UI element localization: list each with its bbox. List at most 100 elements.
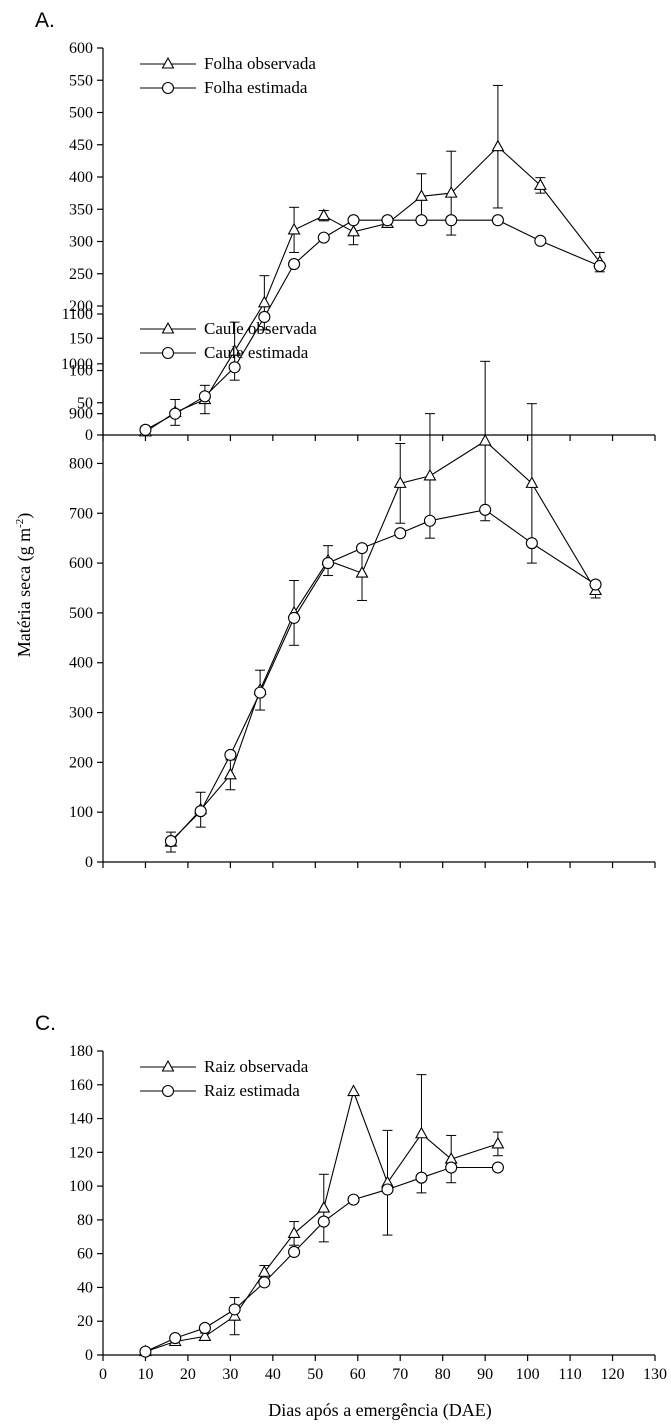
panel-1: A. 0 50 100 150 200 250 300 350 400 450 500 550 600 Fo… — [35, 9, 656, 444]
data-point — [423, 514, 437, 527]
data-point — [288, 258, 301, 271]
legend-label: Raiz observada — [204, 1057, 309, 1076]
data-point — [381, 1183, 394, 1196]
data-point — [415, 189, 428, 201]
y-tick-label: 20 — [77, 1313, 93, 1330]
y-tick-label: 140 — [69, 1111, 93, 1128]
y-tick-label: 1000 — [61, 356, 93, 373]
data-point — [525, 537, 538, 550]
y-tick-label: 800 — [69, 455, 93, 472]
data-point — [478, 433, 492, 446]
data-point — [257, 1265, 271, 1277]
x-axis-title: Dias após a emergência (DAE) — [268, 1400, 492, 1421]
data-point — [444, 185, 458, 198]
data-point — [491, 1136, 505, 1149]
data-point — [423, 468, 437, 481]
data-point — [198, 1321, 211, 1335]
data-point — [445, 214, 458, 227]
data-point — [347, 224, 360, 237]
data-point — [164, 835, 177, 848]
y-tick-label: 350 — [69, 201, 93, 218]
panel-label: C. — [35, 1012, 56, 1035]
y-tick-label: 700 — [69, 505, 93, 522]
y-tick-label: 160 — [69, 1077, 93, 1094]
data-point — [223, 767, 237, 780]
series-line — [145, 145, 601, 433]
legend-label: Folha observada — [204, 54, 316, 73]
series-line — [145, 219, 601, 431]
legend-label: Raiz estimada — [204, 1081, 300, 1100]
data-point — [394, 527, 407, 540]
data-point — [317, 208, 331, 221]
data-point — [258, 310, 271, 324]
panel-label: A. — [35, 9, 55, 32]
data-point — [415, 1171, 428, 1184]
y-axis-title: Matéria seca (g m-2) — [14, 513, 35, 658]
y-tick-label: 60 — [77, 1246, 93, 1263]
y-tick-label: 200 — [69, 298, 93, 315]
y-tick-label: 600 — [69, 555, 93, 572]
data-point — [445, 1161, 458, 1174]
data-point — [228, 1303, 241, 1316]
x-tick-label: 20 — [180, 1366, 196, 1383]
y-tick-label: 120 — [69, 1144, 93, 1161]
y-tick-label: 40 — [77, 1279, 93, 1296]
data-point — [479, 503, 492, 516]
data-point — [257, 295, 271, 308]
legend-marker — [161, 81, 175, 95]
data-point — [254, 686, 267, 699]
data-point — [491, 1161, 504, 1174]
y-tick-label: 100 — [69, 363, 93, 380]
data-point — [198, 1329, 212, 1341]
y-tick-label: 0 — [85, 427, 93, 444]
data-point — [347, 1084, 360, 1097]
x-tick-label: 40 — [265, 1366, 281, 1383]
data-point — [198, 390, 211, 403]
y-tick-label: 0 — [85, 854, 93, 871]
data-point — [347, 1193, 360, 1206]
x-tick-label: 130 — [643, 1366, 667, 1383]
data-point — [593, 259, 606, 273]
y-tick-label: 550 — [69, 72, 93, 89]
y-tick-label: 180 — [69, 1043, 93, 1060]
data-point — [287, 1226, 301, 1238]
y-tick-label: 100 — [69, 804, 93, 821]
panel-3: C. 0 20 40 60 80 100 120 140 160 180 0 10 20 30 40 50 60 7… — [35, 1012, 667, 1383]
y-tick-label: 80 — [77, 1212, 93, 1229]
x-tick-label: 110 — [558, 1366, 581, 1383]
legend-label: Folha estimada — [204, 78, 308, 97]
data-point — [224, 748, 237, 761]
y-tick-label: 150 — [69, 330, 93, 347]
y-tick-label: 500 — [69, 605, 93, 622]
legend-marker — [161, 321, 175, 334]
x-tick-label: 70 — [392, 1366, 408, 1383]
y-tick-label: 900 — [69, 406, 93, 423]
data-point — [491, 139, 505, 152]
x-tick-label: 100 — [516, 1366, 540, 1383]
data-point — [381, 214, 394, 227]
data-point — [355, 565, 369, 578]
data-point — [347, 214, 360, 227]
series-circle — [139, 214, 606, 436]
data-point — [228, 344, 242, 356]
series-line — [170, 509, 596, 842]
series-triangle — [139, 1074, 505, 1357]
legend-marker — [161, 1059, 175, 1072]
data-point — [169, 1332, 182, 1345]
x-tick-label: 0 — [99, 1366, 107, 1383]
data-point — [321, 557, 335, 570]
data-point — [194, 805, 207, 818]
x-tick-label: 30 — [222, 1366, 238, 1383]
legend-marker — [161, 56, 175, 69]
data-point — [393, 476, 407, 488]
data-point — [288, 611, 301, 624]
legend-label: Caule observada — [204, 319, 317, 338]
data-point — [355, 542, 369, 555]
x-tick-label: 120 — [601, 1366, 625, 1383]
series-circle — [164, 503, 602, 848]
data-point — [287, 222, 301, 235]
panel-2: 010020030040050060070080090010001100Caul… — [61, 306, 656, 871]
legend-marker — [161, 346, 175, 360]
data-point — [317, 1200, 331, 1213]
series-line — [170, 440, 597, 843]
